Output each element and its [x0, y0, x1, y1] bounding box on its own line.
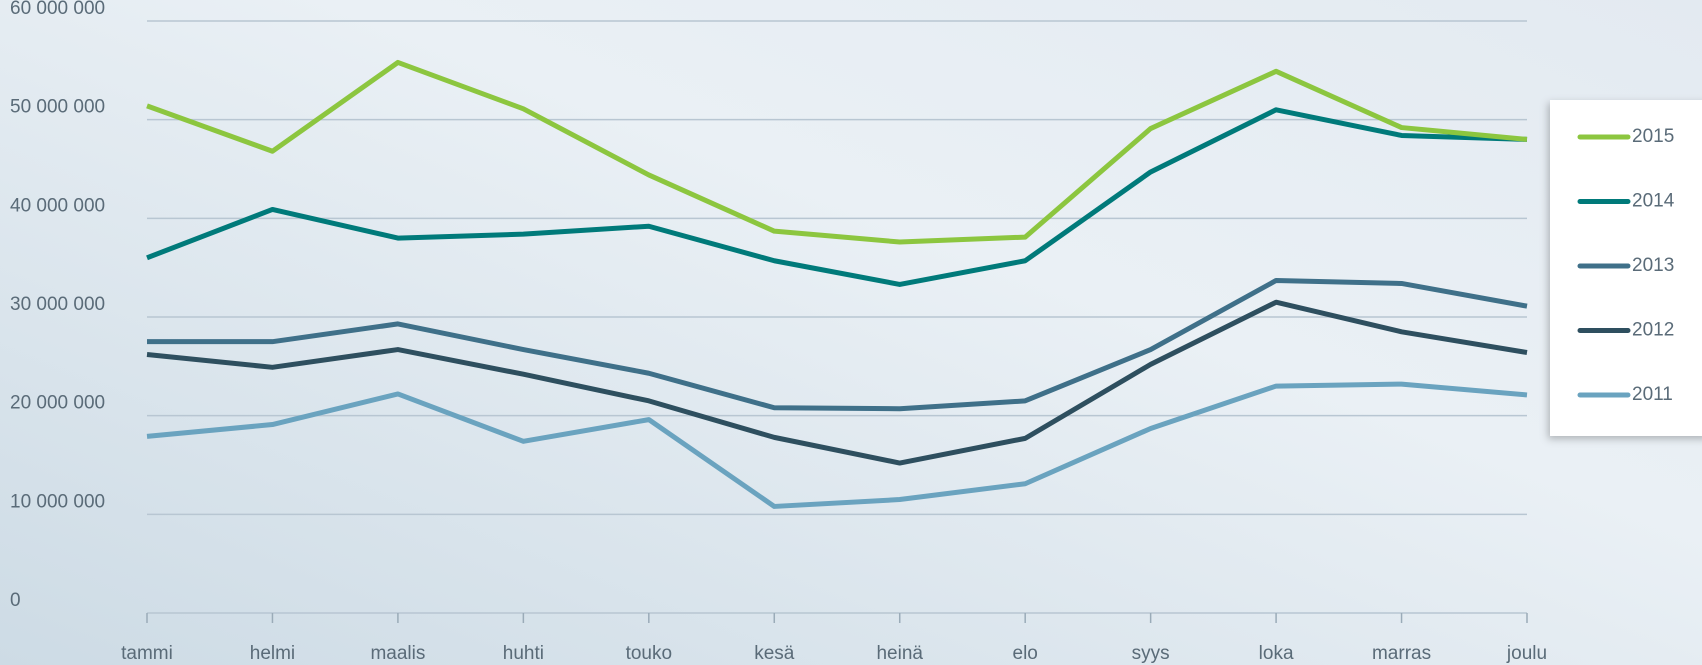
legend: 2015 2014 2013 2012 2011	[1550, 100, 1702, 436]
legend-label: 2014	[1632, 191, 1675, 212]
x-tick-label: huhti	[503, 643, 544, 664]
y-tick-label: 0	[10, 590, 21, 611]
x-tick-label: helmi	[250, 643, 295, 664]
x-tick-label: joulu	[1506, 643, 1547, 664]
legend-label: 2012	[1632, 320, 1674, 341]
y-tick-label: 10 000 000	[10, 491, 105, 512]
x-tick-label: heinä	[876, 643, 923, 664]
series-line	[146, 59, 1528, 245]
y-tick-label: 40 000 000	[10, 195, 105, 216]
x-tick-label: tammi	[121, 643, 173, 664]
y-tick-label: 30 000 000	[10, 294, 105, 315]
series-line	[146, 299, 1528, 466]
y-tick-label: 20 000 000	[10, 393, 105, 414]
y-tick-label: 60 000 000	[10, 0, 105, 19]
y-tick-label: 50 000 000	[10, 97, 105, 118]
series-line	[146, 107, 1528, 287]
x-tick-label: maalis	[370, 643, 425, 664]
x-tick-label: touko	[626, 643, 672, 664]
series-line	[146, 381, 1528, 509]
legend-label: 2011	[1632, 384, 1673, 405]
x-tick-label: syys	[1132, 643, 1170, 664]
legend-label: 2015	[1632, 126, 1674, 147]
x-tick-label: elo	[1013, 643, 1038, 664]
legend-label: 2013	[1632, 255, 1674, 276]
x-tick-label: kesä	[754, 643, 795, 664]
series-line	[147, 277, 1528, 412]
x-tick-label: marras	[1372, 643, 1431, 664]
x-tick-label: loka	[1259, 643, 1294, 664]
